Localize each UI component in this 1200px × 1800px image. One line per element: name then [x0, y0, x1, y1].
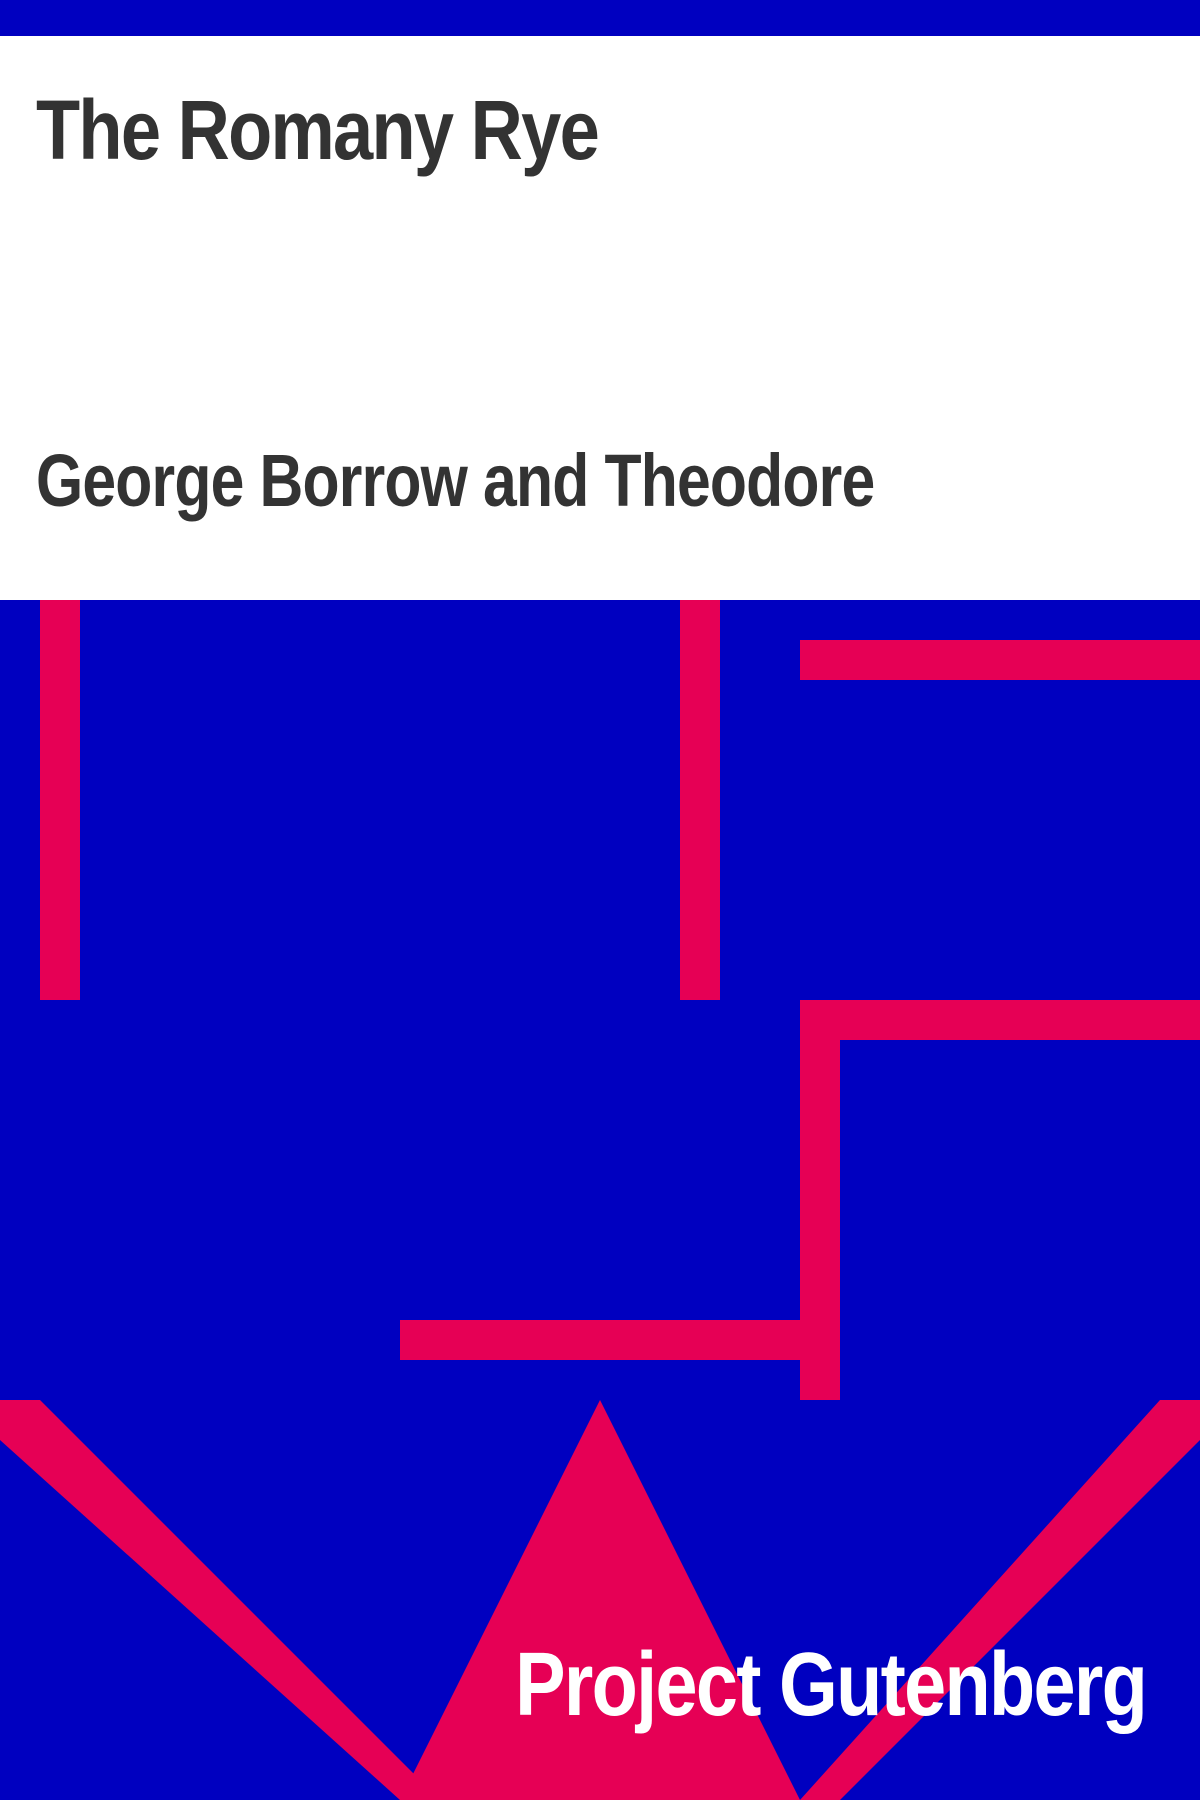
top-blue-strip — [0, 0, 1200, 36]
red-diagonal-stroke-left — [0, 1400, 440, 1800]
red-triangle — [400, 1400, 800, 1800]
red-horizontal-bar-mid-right — [800, 1000, 1200, 1040]
book-title: The Romany Rye — [36, 83, 600, 177]
red-diagonal-stroke-right — [800, 1400, 1200, 1800]
red-horizontal-bar-top-right — [800, 640, 1200, 680]
red-horizontal-bar-lower — [400, 1320, 800, 1360]
book-author: George Borrow and Theodore — [36, 439, 875, 522]
publisher-name: Project Gutenberg — [515, 1635, 1148, 1735]
title-panel — [0, 36, 1200, 600]
red-vertical-bar-lower — [800, 1000, 840, 1400]
red-vertical-bar-middle — [680, 600, 720, 1000]
red-vertical-bar-left — [40, 600, 80, 1000]
